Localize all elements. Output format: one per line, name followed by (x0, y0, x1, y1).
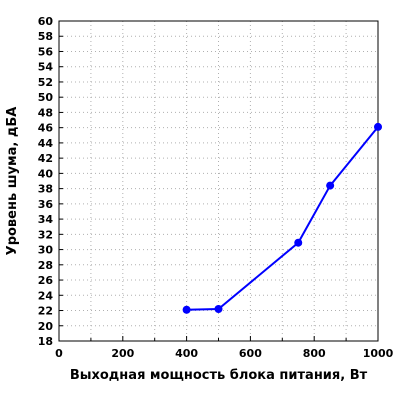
y-tick-label: 26 (38, 274, 54, 287)
y-tick-label: 30 (38, 244, 54, 257)
x-tick-label: 200 (111, 347, 134, 360)
y-tick-label: 32 (38, 228, 53, 241)
data-points (182, 122, 382, 314)
y-tick-label: 34 (38, 213, 54, 226)
y-tick-label: 28 (38, 259, 53, 272)
y-tick-label: 52 (38, 76, 53, 89)
y-tick-label: 38 (38, 183, 53, 196)
grid-lines (59, 21, 378, 341)
y-tick-label: 50 (38, 91, 54, 104)
y-tick-label: 36 (38, 198, 54, 211)
y-tick-label: 60 (38, 15, 54, 28)
y-tick-label: 40 (38, 167, 54, 180)
x-tick-label: 600 (239, 347, 262, 360)
series-line (186, 126, 379, 311)
y-tick-label: 56 (38, 45, 54, 58)
x-tick-label: 0 (55, 347, 63, 360)
tick-labels: 0 200 400 600 800 1000 18 20 22 24 26 28 30 32 34 36 38 4… (38, 15, 394, 360)
data-point (326, 181, 335, 190)
y-tick-label: 22 (38, 305, 53, 318)
axis-ticks (58, 20, 379, 342)
series-lines (186, 126, 379, 311)
data-point (214, 305, 223, 313)
y-axis-title: Уровень шума, дБА (5, 107, 20, 256)
y-tick-label: 18 (38, 335, 53, 348)
x-tick-label: 400 (175, 347, 198, 360)
y-tick-label: 48 (38, 106, 53, 119)
y-tick-label: 24 (38, 289, 54, 302)
x-axis-title: Выходная мощность блока питания, Вт (70, 368, 368, 383)
data-point (182, 305, 191, 314)
x-tick-label: 800 (303, 347, 326, 360)
y-tick-label: 46 (38, 122, 54, 135)
x-tick-label: 1000 (363, 347, 394, 360)
y-tick-label: 20 (38, 320, 54, 333)
y-tick-label: 54 (38, 61, 54, 74)
y-tick-label: 58 (38, 30, 53, 43)
data-point (294, 238, 303, 247)
data-point (374, 122, 382, 131)
y-tick-label: 44 (38, 137, 54, 150)
y-tick-label: 42 (38, 152, 53, 165)
